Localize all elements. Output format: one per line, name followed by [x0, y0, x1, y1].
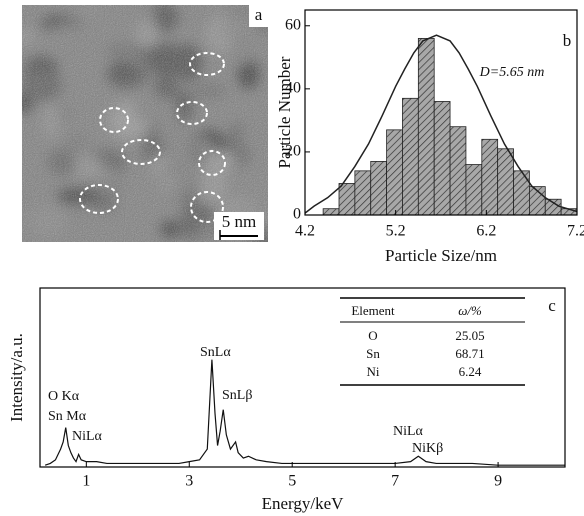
- x-tick-label: 9: [494, 473, 502, 490]
- bar: [322, 208, 340, 216]
- bar: [465, 164, 483, 216]
- peak-label: SnLα: [200, 345, 231, 360]
- panel-label: b: [563, 31, 572, 50]
- y-axis-label: Intensity/a.u.: [7, 333, 26, 422]
- tem-image: [22, 5, 268, 242]
- x-tick-label: 6.2: [476, 223, 496, 240]
- bar: [402, 97, 419, 216]
- particle-outlines: [79, 52, 226, 223]
- peak-label: NiLα: [72, 429, 103, 444]
- bar: [386, 129, 403, 216]
- x-tick-label: 5.2: [386, 223, 406, 240]
- table-header: ω/%: [458, 303, 482, 318]
- annotation: D=5.65 nm: [479, 65, 545, 80]
- y-tick-label: 40: [285, 80, 301, 97]
- label-box: [249, 5, 268, 27]
- y-tick-label: 0: [293, 206, 301, 223]
- table-cell: Sn: [366, 346, 380, 361]
- bar: [449, 126, 467, 216]
- axes-frame: [304, 9, 578, 216]
- fit-curve: [304, 34, 578, 214]
- x-tick-label: 1: [82, 473, 90, 490]
- bar: [433, 101, 451, 216]
- table-cell: Ni: [367, 364, 380, 379]
- peak-label: NiKβ: [412, 441, 443, 456]
- bar: [544, 198, 562, 216]
- table-cell: 6.24: [459, 364, 482, 379]
- panel-label: c: [548, 296, 556, 315]
- y-tick-label: 20: [285, 143, 301, 160]
- bar: [338, 183, 356, 216]
- x-tick-label: 4.2: [295, 223, 315, 240]
- table-cell: 68.71: [455, 346, 484, 361]
- peak-label: O Kα: [48, 389, 80, 404]
- bar: [370, 160, 388, 216]
- bar: [417, 37, 435, 216]
- x-tick-label: 3: [185, 473, 193, 490]
- y-tick-label: 60: [285, 16, 301, 33]
- panel-label: a: [255, 5, 263, 24]
- y-axis-label: Particle Number: [275, 56, 294, 168]
- x-tick-label: 5: [288, 473, 296, 490]
- x-axis-label: Particle Size/nm: [385, 246, 497, 265]
- bar: [513, 170, 530, 216]
- axes-frame: [39, 287, 566, 468]
- table-header: Element: [351, 303, 395, 318]
- x-axis-label: Energy/keV: [262, 494, 345, 513]
- peak-label: NiLα: [393, 424, 424, 439]
- bar: [481, 138, 499, 216]
- table-cell: O: [368, 328, 377, 343]
- scale-bar-label: 5 nm: [222, 212, 256, 231]
- x-tick-label: 7: [391, 473, 399, 490]
- bar: [354, 170, 372, 216]
- spectrum-line: [44, 359, 565, 466]
- x-tick-label: 7.2: [567, 223, 584, 240]
- bar: [497, 148, 514, 216]
- peak-label: SnLβ: [222, 388, 252, 403]
- peak-label: Sn Mα: [48, 409, 87, 424]
- table-cell: 25.05: [455, 328, 484, 343]
